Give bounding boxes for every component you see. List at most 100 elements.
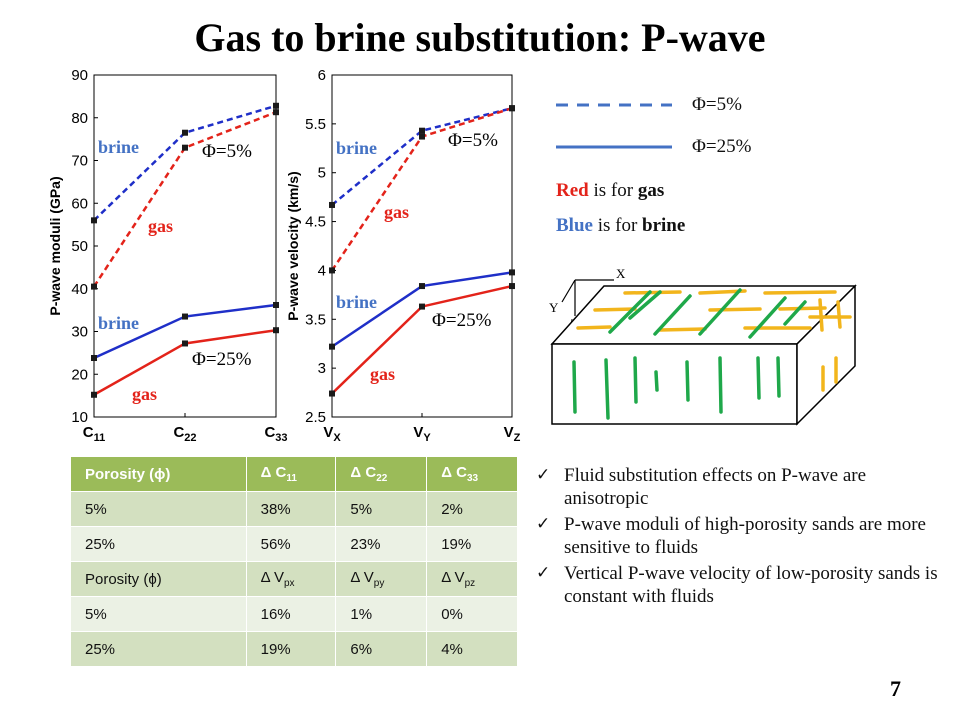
- legend-lines: [556, 103, 672, 149]
- velocity-data-point: [419, 133, 425, 140]
- velocity-xtick-label: VY: [413, 424, 431, 444]
- moduli-ytick-label: 90: [71, 67, 88, 84]
- legend-solid-label: Φ=25%: [692, 136, 752, 157]
- moduli-data-point: [91, 355, 97, 362]
- moduli-annotation-brine: brine: [98, 313, 139, 333]
- blue-note-middle: is for: [592, 215, 643, 236]
- moduli-series-gas-phi5: [92, 111, 277, 288]
- table-cell: Δ C22: [335, 456, 428, 492]
- table-cell: 6%: [335, 631, 428, 667]
- axis-x-label: X: [616, 266, 626, 281]
- axes-triad: [561, 279, 614, 316]
- moduli-data-point: [273, 301, 279, 308]
- velocity-data-point: [329, 267, 335, 274]
- table-cell-text: 4%: [441, 640, 463, 658]
- table-cell-text: 19%: [260, 640, 291, 658]
- table-cell-text: 5%: [85, 500, 107, 518]
- velocity-annotation-gas: gas: [370, 364, 395, 384]
- table-cell-text: Δ V: [350, 569, 374, 586]
- table-cell: 19%: [426, 526, 518, 562]
- table-row: 5% 38% 5% 2%: [70, 491, 518, 527]
- velocity-ytick-label: 5.5: [305, 116, 326, 133]
- page-number: 7: [890, 676, 901, 701]
- moduli-data-point: [182, 144, 188, 151]
- velocity-ytick-label: 5: [318, 165, 326, 182]
- table-row: 25% 56% 23% 19%: [70, 526, 518, 562]
- table-cell-subscript: 22: [376, 473, 388, 484]
- table-cell: 16%: [245, 596, 337, 632]
- moduli-xtick-label: C22: [173, 424, 196, 444]
- moduli-annotation-gas: gas: [148, 216, 173, 236]
- velocity-data-point: [419, 127, 425, 134]
- velocity-ytick-label: 2.5: [305, 409, 326, 426]
- table-cell: Porosity (ϕ): [70, 561, 247, 597]
- table-cell: 5%: [70, 596, 247, 632]
- table-cell-text: Δ C: [441, 464, 467, 481]
- table-cell-subscript: 11: [286, 473, 297, 484]
- bullet-item: ✓ Vertical P-wave velocity of low-porosit…: [536, 562, 946, 608]
- table-cell-text: 25%: [85, 640, 116, 658]
- table-cell: 19%: [245, 631, 337, 667]
- moduli-data-point: [273, 327, 279, 334]
- moduli-data-point: [273, 109, 279, 116]
- velocity-data-point: [329, 201, 335, 208]
- moduli-xtick-label: C33: [264, 424, 287, 444]
- moduli-ytick-label: 40: [71, 281, 88, 298]
- velocity-ytick-label: 4: [318, 262, 326, 279]
- velocity-xtick-label: VZ: [504, 424, 521, 444]
- moduli-ytick-label: 30: [71, 324, 88, 341]
- table-cell: 38%: [245, 491, 337, 527]
- slide-title: Gas to brine substitution: P-wave: [194, 15, 766, 60]
- blue-note: Blue is for brine: [556, 215, 685, 237]
- red-note-color: Red: [556, 180, 589, 201]
- table-cell-subscript: pz: [464, 578, 476, 589]
- red-note-bold: gas: [637, 180, 665, 201]
- table-cell: 56%: [245, 526, 337, 562]
- moduli-xtick-label: C11: [83, 424, 105, 444]
- moduli-data-point: [91, 391, 97, 398]
- table-cell: Δ Vpz: [426, 561, 518, 597]
- moduli-data-point: [182, 129, 188, 136]
- moduli-ylabel: P-wave moduli (GPa): [47, 176, 63, 315]
- bullet-text: P-wave moduli of high-porosity sands are…: [564, 514, 926, 558]
- green-fractures: [572, 288, 807, 420]
- table-cell-text: 56%: [260, 535, 291, 553]
- moduli-data-point: [182, 340, 188, 347]
- bullet-item: ✓ Fluid substitution effects on P-wave ar…: [536, 464, 946, 510]
- checkmark-icon: ✓: [536, 465, 551, 485]
- moduli-annotation-gas: gas: [132, 384, 157, 404]
- velocity-data-point: [329, 343, 335, 350]
- moduli-ytick-label: 70: [71, 153, 88, 170]
- table-cell: 0%: [426, 596, 518, 632]
- table-cell-text: 23%: [350, 535, 381, 553]
- table-cell-text: 0%: [441, 605, 463, 623]
- table-row: Porosity (ϕ) Δ C11 Δ C22 Δ C33: [70, 456, 518, 492]
- table-cell: 4%: [426, 631, 518, 667]
- table-cell: 25%: [70, 526, 247, 562]
- velocity-ytick-label: 4.5: [305, 214, 326, 231]
- table-cell-subscript: py: [373, 578, 385, 589]
- conclusion-bullets: ✓ Fluid substitution effects on P-wave ar…: [536, 464, 946, 611]
- bullet-text: Fluid substitution effects on P-wave are…: [564, 465, 867, 509]
- table-cell-text: 5%: [85, 605, 107, 623]
- table-cell-text: 1%: [350, 605, 373, 623]
- velocity-ytick-label: 6: [318, 67, 326, 84]
- table-cell-subscript: px: [283, 578, 295, 589]
- table-cell-text: Porosity (ϕ): [85, 570, 162, 588]
- velocity-data-point: [509, 105, 515, 112]
- table-cell-text: Δ C: [350, 464, 377, 481]
- table-cell: 5%: [335, 491, 428, 527]
- moduli-ytick-label: 10: [71, 409, 88, 426]
- table-cell-text: 19%: [441, 535, 472, 553]
- table-cell-text: 16%: [260, 605, 291, 623]
- moduli-ytick-label: 50: [71, 238, 88, 255]
- blue-note-bold: brine: [642, 215, 686, 236]
- velocity-xtick-label: VX: [323, 424, 341, 444]
- table-cell: Δ Vpx: [245, 561, 337, 597]
- moduli-data-point: [182, 313, 188, 320]
- velocity-annotation-p5: Φ=5%: [448, 130, 498, 151]
- velocity-data-point: [419, 303, 425, 310]
- moduli-data-point: [91, 283, 97, 290]
- yellow-fractures: [576, 289, 852, 392]
- moduli-ytick-label: 60: [71, 195, 88, 212]
